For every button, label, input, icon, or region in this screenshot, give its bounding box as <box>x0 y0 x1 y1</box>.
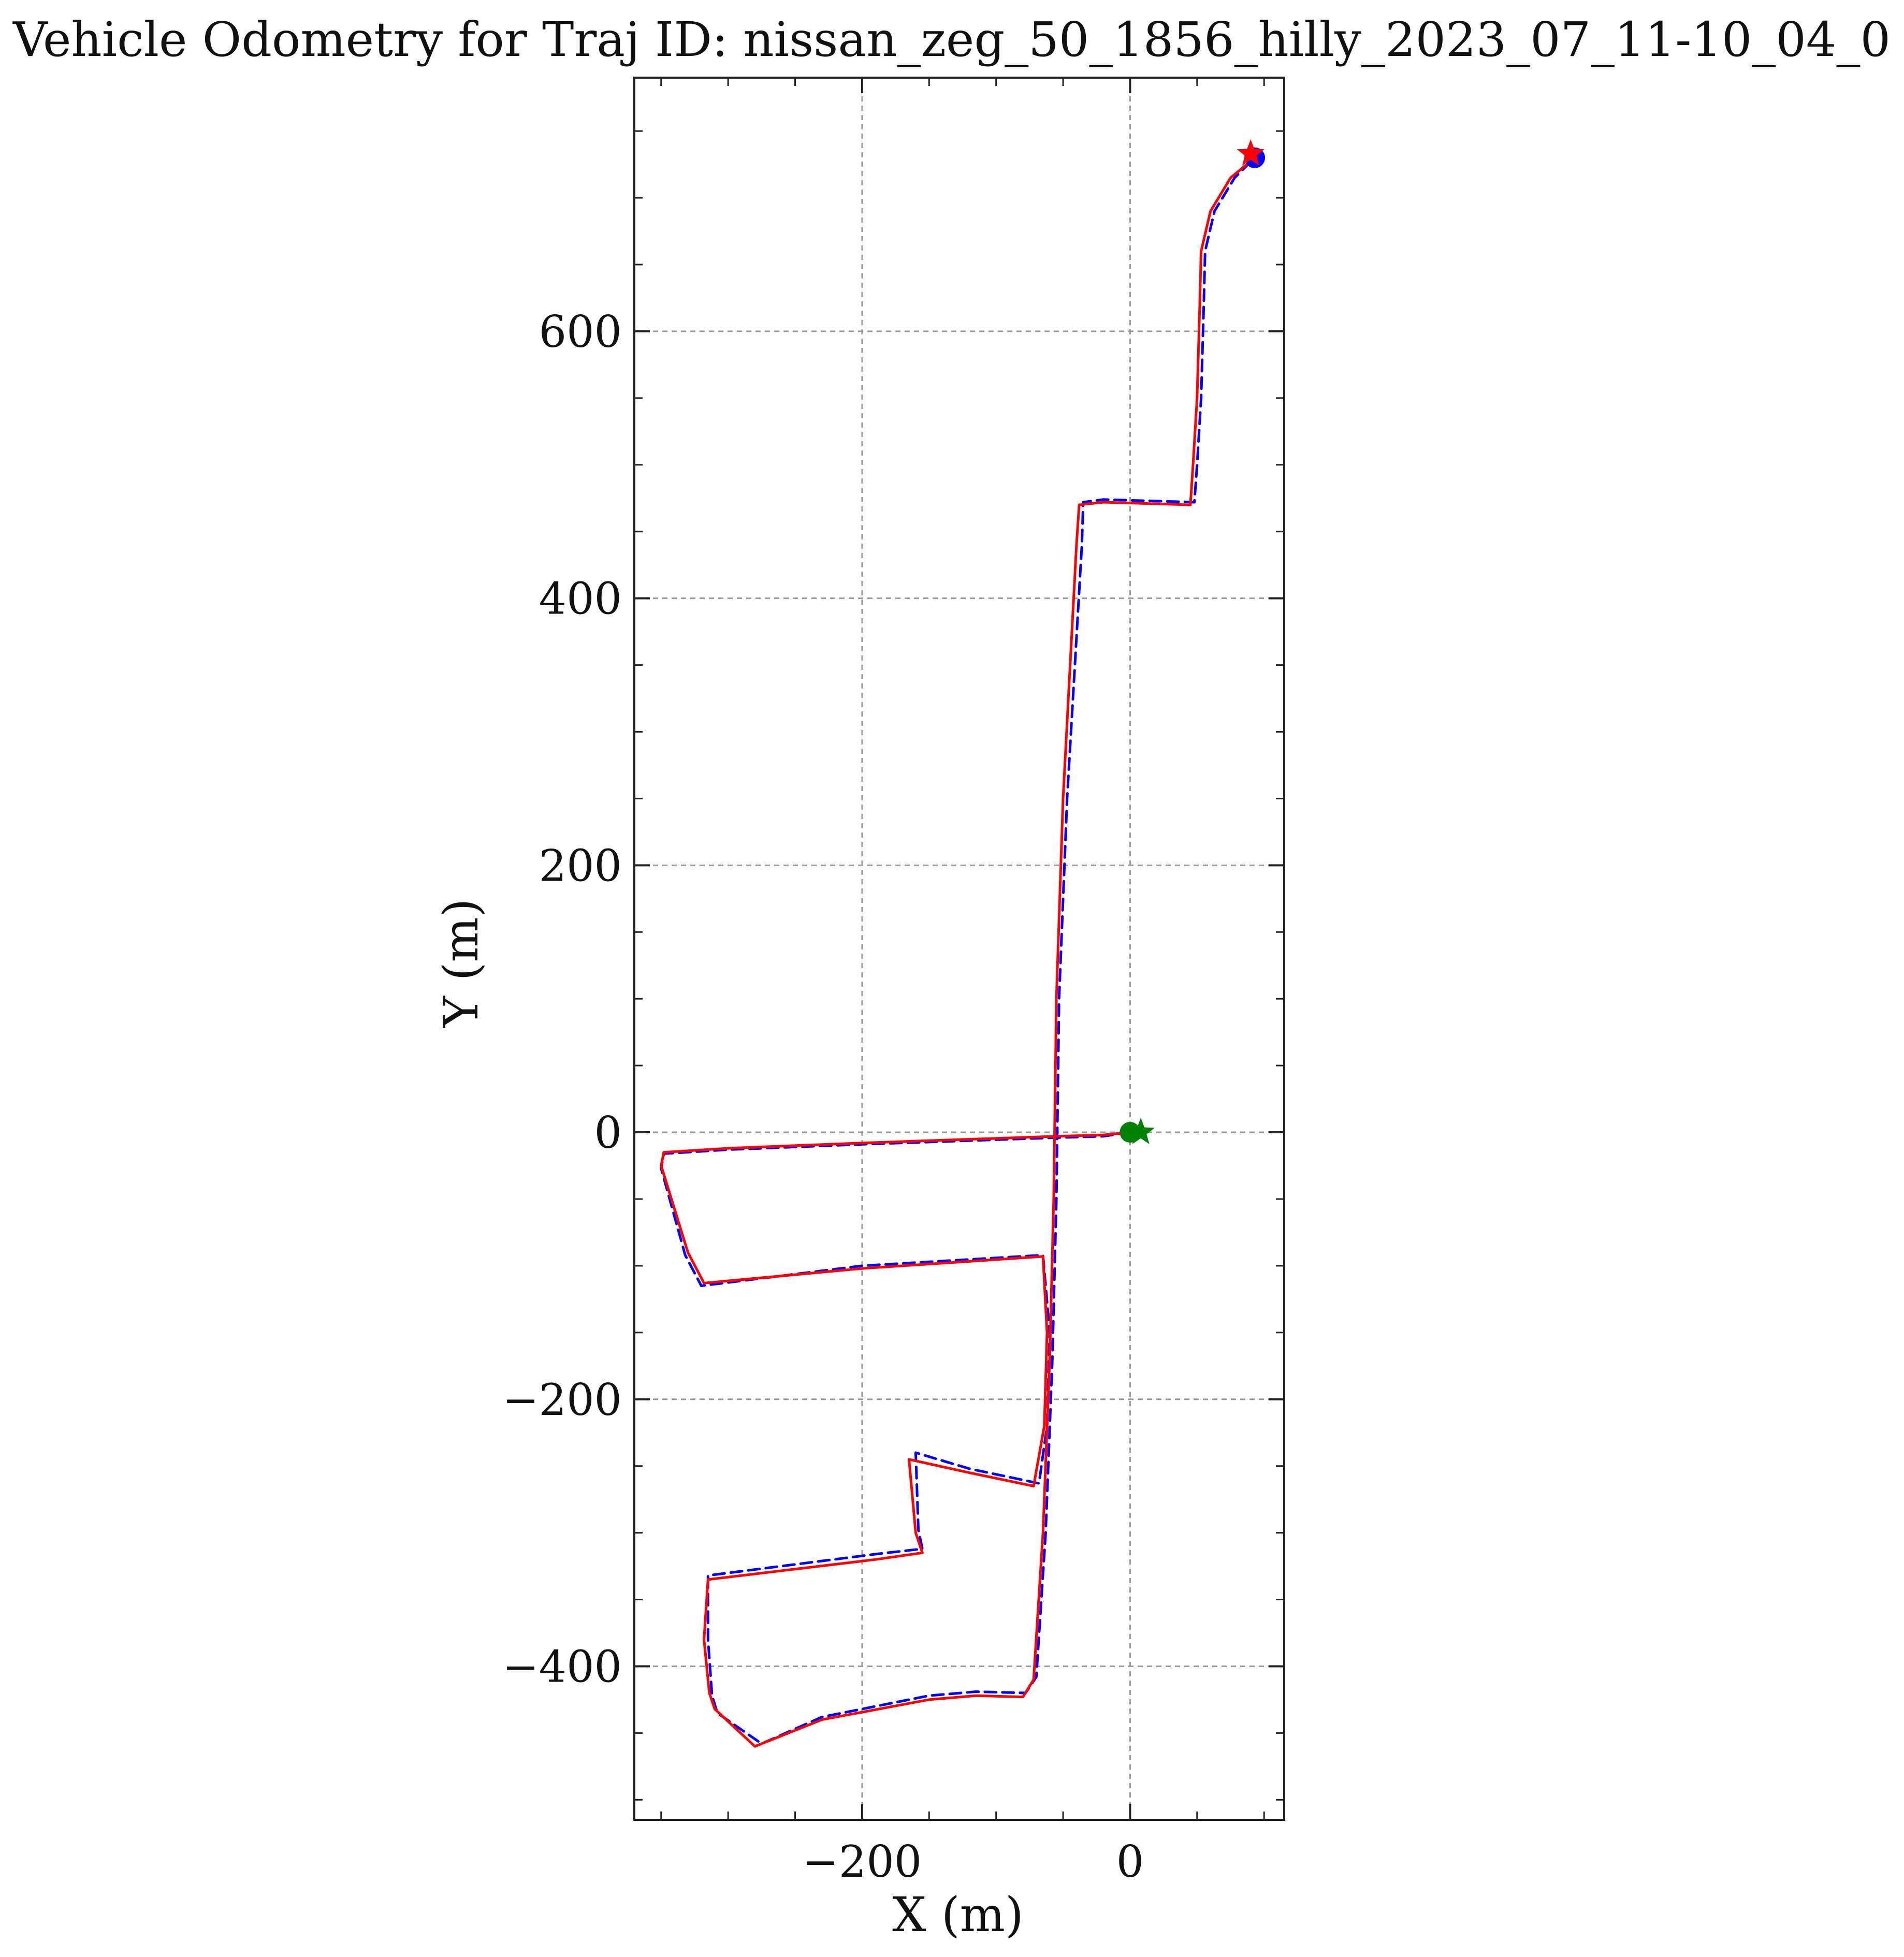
marker-star <box>1127 1118 1155 1144</box>
y-axis-label: Y (m) <box>433 898 489 1028</box>
y-tick-label: 200 <box>539 840 622 891</box>
red-solid-trajectory <box>660 156 1256 1748</box>
blue-dashed-trajectory <box>660 156 1256 1745</box>
y-tick-label: 400 <box>539 574 622 624</box>
y-tick-label: −200 <box>502 1375 622 1425</box>
marker-star <box>1237 139 1265 166</box>
chart-title: Vehicle Odometry for Traj ID: nissan_zeg… <box>12 12 1891 67</box>
x-tick-label: −200 <box>803 1836 922 1887</box>
y-tick-label: 600 <box>539 306 622 357</box>
marker-layer <box>1120 139 1266 1144</box>
y-tick-label: 0 <box>594 1107 622 1158</box>
series-layer <box>660 156 1256 1748</box>
tick-layer: −200 0 −400 −200 0 200 400 600 <box>502 78 1284 1887</box>
y-tick-label: −400 <box>502 1641 622 1692</box>
plot-frame <box>633 77 1285 1821</box>
x-axis-label: X (m) <box>892 1887 1024 1943</box>
x-tick-label: 0 <box>1116 1836 1144 1887</box>
grid-layer <box>634 78 1284 1820</box>
